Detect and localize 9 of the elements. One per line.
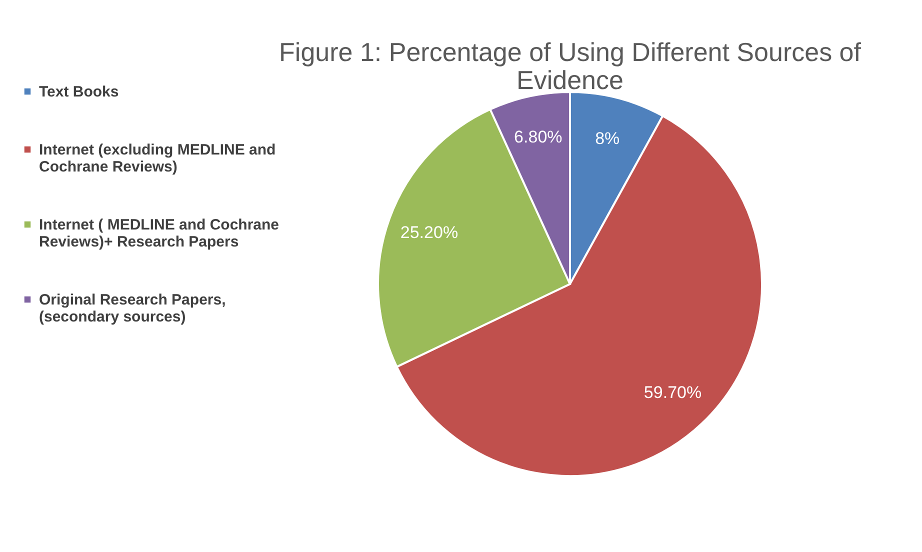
data-label: 6.80% — [514, 128, 562, 147]
legend-label: Internet ( MEDLINE and Cochrane Reviews)+ Research Papers — [39, 216, 280, 250]
data-label: 8% — [595, 128, 620, 148]
chart-title: Figure 1: Percentage of Using Different Sources of Evidence — [279, 37, 862, 95]
legend-label: Text Books — [39, 84, 119, 100]
legend-label: Internet (excluding MEDLINE and Cochrane Reviews) — [39, 142, 276, 176]
legend-label: Original Research Papers, (secondary sources) — [39, 292, 226, 326]
data-label: 25.20% — [400, 222, 458, 242]
data-label: 59.70% — [644, 382, 702, 402]
